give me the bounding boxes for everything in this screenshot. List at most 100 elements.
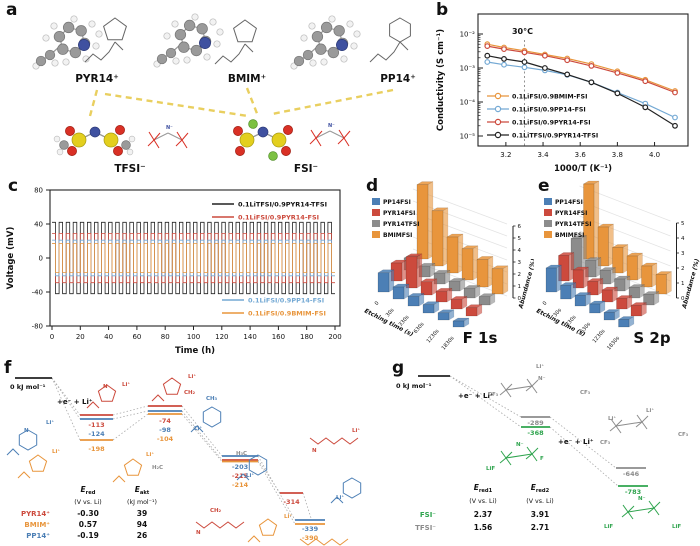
panel-b-conductivity-chart: 10⁻² 10⁻³ 10⁻⁴ 10⁻⁵ 3.2 3.4 3.6 3.8 4.0 30°C 0.1Li… (432, 0, 700, 178)
data-point (484, 43, 491, 49)
ball-stick-cation (153, 13, 224, 68)
x-axis-title: Time (h) (175, 346, 215, 356)
etching-time-tick: 30s (385, 307, 396, 318)
atom-label: CF₃ (678, 432, 689, 438)
reduction-step-label: +e⁻ + Li⁺ (458, 392, 494, 400)
panel-g-anion-energy-diagram: 0 kJ mol⁻¹ +e⁻ + Li⁺ +e⁻ + Li⁺ -289 -368 -646… (388, 360, 700, 546)
legend-item: PYR14FSI (372, 209, 415, 217)
sulfur-atom (271, 132, 287, 148)
bar-front (420, 281, 433, 296)
carbon-atom (174, 29, 187, 41)
data-point (672, 122, 678, 129)
bar-front (641, 265, 653, 288)
bar-front (463, 288, 476, 299)
molecule-sketch: Li⁺ (247, 513, 292, 543)
legend-item: 0.1LiFSI/0.9PYR14-FSI (212, 214, 319, 222)
cation-label: PP14⁺ (380, 73, 416, 85)
panel-label-c: c (8, 176, 19, 196)
molecule-sketch: Li⁺ CH₂ (151, 373, 196, 402)
z-tick-label: 6 (518, 224, 522, 230)
table-value: -0.19 (77, 531, 99, 540)
atom-label: H₃C (236, 451, 247, 457)
etching-time-tick: 630s (413, 321, 426, 335)
energy-level-value: -74 (159, 417, 171, 425)
atom-label: Li⁺ (52, 448, 60, 455)
bar-front (433, 272, 446, 285)
bar-front (452, 320, 465, 328)
bar-front (491, 268, 504, 295)
x-tick-label: 4.0 (649, 151, 660, 159)
legend-label: 0.1LiFSI/0.9PP14-FSI (248, 297, 324, 305)
legend-item: PYR14TFSI (544, 220, 591, 228)
molecule-sketch: H₃C Li⁺ (236, 451, 268, 481)
energy-level-value: -198 (88, 445, 105, 453)
carbon-atom (75, 25, 87, 37)
legend-label: PYR14TFSI (383, 221, 419, 228)
bar-front (407, 296, 420, 307)
spectrum-title: S 2p (633, 329, 670, 347)
hydrogen-atom (191, 13, 199, 21)
nitrogen-atom (78, 39, 90, 51)
hydrogen-atom (88, 20, 96, 28)
atom-label: Li⁺ (246, 472, 254, 479)
bar-row-PYR14FSI (390, 253, 483, 317)
molecule-sketch: Li⁺ Li⁺ CF₃ CF₃ (600, 407, 689, 446)
legend-label: 0.1LiFSI/0.9PYR14-FSI (512, 120, 591, 127)
y-tick-label: 10⁻² (460, 31, 476, 39)
panel-label-e: e (538, 176, 550, 196)
reduction-step-label: +e⁻ + Li⁺ (57, 398, 93, 406)
legend-item: 0.1LiFSI/0.9BMIM-FSI (487, 92, 587, 101)
bar-front (465, 307, 478, 317)
series-0.1LiFSI/0.9BMIM-FSI (51, 243, 335, 273)
ball-stick-cation (290, 15, 361, 70)
bar-row-BMIMFSI (582, 180, 673, 295)
legend-item: BMIMFSI (544, 231, 584, 239)
panel-e-s2p-xps-chart: 0 1 2 3 4 5 Abundance (%) 0 30s 330s 630s 1230s 1830… (534, 178, 700, 360)
oxygen-atom (65, 126, 75, 136)
molecule-sketch: LiF N⁻ F (486, 442, 544, 472)
energy-table: Ered1 (V vs. Li) Ered2 (V vs. Li) FSI⁻ 2.37 3.… (415, 483, 554, 532)
panel-label-a: a (6, 0, 18, 20)
molecule-sketch: Li⁺ H₂C (112, 451, 163, 483)
y-tick-label: 10⁻³ (460, 65, 476, 73)
data-point (501, 46, 507, 52)
atom-label: N⁻ (538, 376, 546, 382)
data-point (614, 90, 621, 97)
hydrogen-atom (300, 34, 308, 42)
bar-front (612, 247, 624, 274)
bar-front (626, 255, 638, 281)
bar-row-BMIMFSI (416, 181, 509, 295)
ball-stick-cation (32, 15, 103, 70)
x-tick-label: 0 (50, 333, 54, 341)
table-col-header: Ered2 (531, 483, 550, 494)
etching-time-tick: 30s (552, 307, 563, 318)
table-value: 1.56 (474, 523, 493, 532)
bar-front (446, 236, 459, 274)
atom-label: LiF (486, 466, 495, 472)
z-tick-label: 5 (681, 221, 685, 227)
atom-label: N⁻ (516, 442, 524, 448)
hydrogen-atom (42, 34, 50, 42)
etching-time-tick: 0 (374, 300, 381, 306)
table-value: 3.91 (531, 510, 550, 519)
x-tick-label: 3.6 (575, 151, 587, 159)
atom-label: CF₃ (488, 392, 499, 398)
carbon-atom (333, 25, 345, 37)
y-tick-label: 0 (39, 255, 43, 263)
skeletal-cation (214, 19, 257, 65)
table-value: -0.30 (77, 509, 99, 518)
hydrogen-atom (328, 15, 336, 23)
panel-f-cation-energy-diagram: 0 kJ mol⁻¹ +e⁻ + Li⁺ -113 -124 -198 -74 -98 -10… (0, 360, 388, 546)
data-point (642, 78, 649, 85)
sulfur-atom (239, 132, 255, 148)
x-tick-label: 100 (187, 333, 200, 341)
bar-front (599, 270, 611, 285)
bar-front (597, 226, 609, 267)
table-value: 0.57 (79, 520, 98, 529)
zero-level-label: 0 kJ mol⁻¹ (10, 383, 46, 391)
carbon-atom (327, 46, 340, 59)
bar-front (431, 210, 444, 267)
cation-label: BMIM⁺ (228, 73, 266, 85)
anion-energy-canvas: 0 kJ mol⁻¹ +e⁻ + Li⁺ +e⁻ + Li⁺ -289 -368 -646… (396, 363, 689, 532)
